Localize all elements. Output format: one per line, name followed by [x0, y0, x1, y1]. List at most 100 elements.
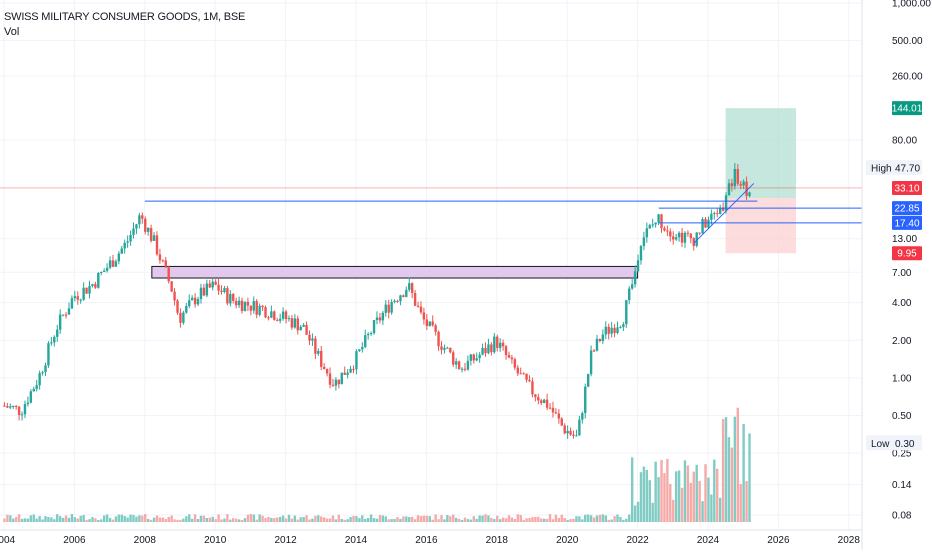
candle-up — [718, 207, 722, 215]
volume-bar — [730, 447, 734, 522]
candle-down — [689, 233, 693, 239]
volume-bar — [704, 464, 707, 522]
candle-down — [167, 267, 170, 282]
x-tick-label: 2016 — [415, 535, 438, 546]
volume-bar — [152, 517, 156, 522]
candle-down — [463, 368, 467, 370]
volume-bar — [405, 516, 408, 522]
volume-bar — [484, 514, 487, 522]
volume-bar — [542, 518, 546, 522]
volume-bar — [182, 518, 185, 522]
candle-down — [94, 284, 97, 288]
volume-bar — [586, 514, 590, 522]
x-tick-label: 2012 — [274, 535, 297, 546]
volume-bar — [666, 458, 669, 522]
candle-up — [129, 234, 132, 242]
volume-bar — [308, 519, 311, 522]
y-tick-label: 7.00 — [892, 268, 912, 279]
volume-bar — [528, 518, 531, 522]
volume-bar — [402, 516, 405, 522]
volume-bar — [481, 515, 484, 522]
candle-down — [501, 342, 505, 347]
volume-bar — [14, 517, 18, 522]
candle-down — [557, 413, 561, 419]
volume-bar — [651, 502, 654, 522]
candle-up — [616, 327, 619, 333]
level-low-tag-text: 17.40 — [894, 218, 919, 229]
candle-up — [211, 281, 214, 288]
candle-down — [387, 304, 390, 313]
volume-bar — [713, 459, 716, 522]
volume-bar — [50, 517, 53, 522]
volume-bar — [636, 501, 640, 522]
volume-bar — [384, 516, 387, 522]
volume-bar — [501, 517, 505, 522]
volume-bar — [572, 518, 575, 522]
volume-bar — [56, 514, 59, 522]
candle-down — [519, 373, 522, 375]
candle-down — [276, 319, 279, 321]
volume-bar — [390, 519, 393, 522]
candle-up — [375, 317, 379, 321]
volume-bar — [188, 514, 191, 522]
volume-bar — [346, 519, 349, 522]
volume-bar — [663, 473, 666, 522]
volume-bar — [173, 519, 176, 522]
low-value: 0.30 — [895, 439, 915, 450]
volume-bar — [575, 516, 578, 522]
candle-up — [340, 372, 343, 385]
volume-bar — [695, 464, 698, 522]
candle-up — [188, 300, 191, 307]
candle-up — [369, 333, 373, 335]
candle-up — [610, 327, 613, 334]
candle-down — [325, 369, 329, 374]
volume-bar — [243, 518, 247, 522]
volume-bar — [258, 514, 261, 522]
candle-up — [47, 343, 50, 366]
candle-up — [196, 299, 200, 305]
candle-down — [551, 407, 555, 413]
candle-up — [408, 283, 411, 290]
volume-bar — [642, 466, 646, 522]
candle-down — [193, 297, 197, 305]
candle-down — [217, 284, 220, 291]
candle-up — [677, 232, 681, 238]
candle-up — [578, 419, 581, 436]
candle-down — [161, 260, 165, 262]
volume-bar — [701, 501, 704, 522]
candle-down — [214, 281, 217, 285]
volume-bar — [217, 514, 220, 522]
candle-down — [598, 338, 602, 341]
volume-bar — [264, 518, 267, 522]
volume-bar — [569, 519, 572, 522]
candle-up — [38, 373, 41, 386]
volume-bar — [176, 519, 179, 522]
candle-down — [17, 406, 21, 416]
volume-bar — [581, 519, 584, 522]
volume-bar — [144, 514, 147, 522]
volume-bar — [566, 519, 569, 522]
stop-price-tag-bg — [892, 246, 922, 261]
candle-up — [428, 321, 431, 327]
volume-bar — [132, 515, 135, 522]
candle-up — [586, 374, 590, 387]
candle-up — [79, 299, 82, 301]
candle-down — [572, 434, 575, 436]
volume-bar — [199, 515, 203, 522]
volume-bar — [742, 424, 745, 522]
candle-up — [61, 314, 65, 316]
volume-bar — [267, 516, 270, 522]
volume-bar — [290, 518, 294, 522]
volume-bar — [126, 517, 129, 522]
volume-bar — [237, 519, 241, 522]
volume-bar — [707, 477, 710, 522]
candle-up — [707, 219, 710, 228]
volume-bar — [537, 516, 540, 522]
volume-bar — [41, 519, 44, 522]
candle-up — [361, 346, 364, 350]
profit-zone — [725, 108, 796, 199]
candle-up — [748, 192, 751, 196]
candle-up — [120, 248, 123, 254]
